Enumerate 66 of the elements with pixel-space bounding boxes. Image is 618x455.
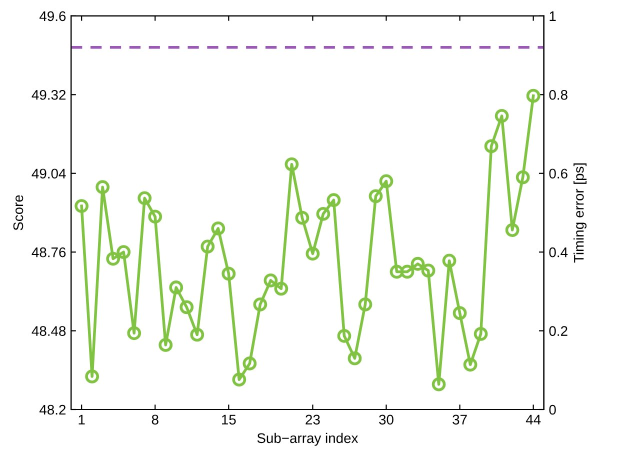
point xyxy=(96,180,110,194)
y2-tick-label: 0 xyxy=(549,404,556,415)
point xyxy=(348,351,362,366)
point xyxy=(474,326,488,341)
point xyxy=(432,377,446,392)
point xyxy=(242,356,257,370)
point xyxy=(284,157,299,172)
point xyxy=(232,372,246,387)
y-tick-label: 49.6 xyxy=(40,11,66,22)
point xyxy=(264,273,278,288)
x-tick-label: 23 xyxy=(306,414,320,425)
y-tick-label: 49.04 xyxy=(32,168,66,179)
point xyxy=(222,266,236,281)
point xyxy=(442,254,456,268)
y2-tick-label: 0.8 xyxy=(549,90,568,100)
point xyxy=(85,369,100,384)
point xyxy=(410,256,425,271)
point xyxy=(253,297,268,312)
point xyxy=(316,206,330,221)
x-tick-label: 1 xyxy=(78,414,85,424)
point xyxy=(200,240,215,254)
y-axis-title: Score xyxy=(13,195,24,230)
x-axis-title: Sub−array index xyxy=(257,432,358,446)
x-tick-label: 30 xyxy=(379,414,394,425)
point xyxy=(295,210,310,225)
y2-tick-label: 0.2 xyxy=(549,326,568,336)
point xyxy=(169,280,184,294)
y2-axis-title: Timing error [ps] xyxy=(574,163,587,263)
point xyxy=(526,88,540,103)
point xyxy=(484,139,498,154)
x-tick-label: 44 xyxy=(526,414,541,424)
point xyxy=(379,174,394,188)
point xyxy=(211,222,226,236)
point xyxy=(494,108,509,123)
y2-tick-label: 0.4 xyxy=(549,247,568,258)
point xyxy=(148,210,162,224)
y-tick-label: 48.76 xyxy=(32,247,66,258)
y-tick-label: 48.48 xyxy=(32,326,66,336)
point xyxy=(516,170,530,184)
x-tick-label: 8 xyxy=(152,414,158,425)
point xyxy=(180,300,194,314)
point xyxy=(116,245,131,260)
y-tick-label: 49.32 xyxy=(32,90,66,100)
x-tick-label: 37 xyxy=(452,414,467,425)
point xyxy=(127,326,142,340)
point xyxy=(158,338,173,352)
y2-tick-label: 1 xyxy=(550,11,556,21)
x-tick-label: 15 xyxy=(222,414,236,425)
point xyxy=(505,223,520,237)
point xyxy=(421,264,436,278)
y2-tick-label: 0.6 xyxy=(549,168,568,179)
point xyxy=(106,252,120,266)
point xyxy=(358,297,372,312)
y-tick-label: 48.2 xyxy=(40,404,66,415)
point xyxy=(274,282,288,296)
point xyxy=(368,189,383,204)
point xyxy=(306,246,320,261)
point xyxy=(390,264,404,279)
point xyxy=(463,358,478,372)
point xyxy=(452,306,467,320)
point xyxy=(190,328,204,342)
point xyxy=(326,193,341,208)
point xyxy=(138,191,152,206)
point xyxy=(337,328,352,343)
point xyxy=(74,199,89,213)
point xyxy=(400,264,414,279)
